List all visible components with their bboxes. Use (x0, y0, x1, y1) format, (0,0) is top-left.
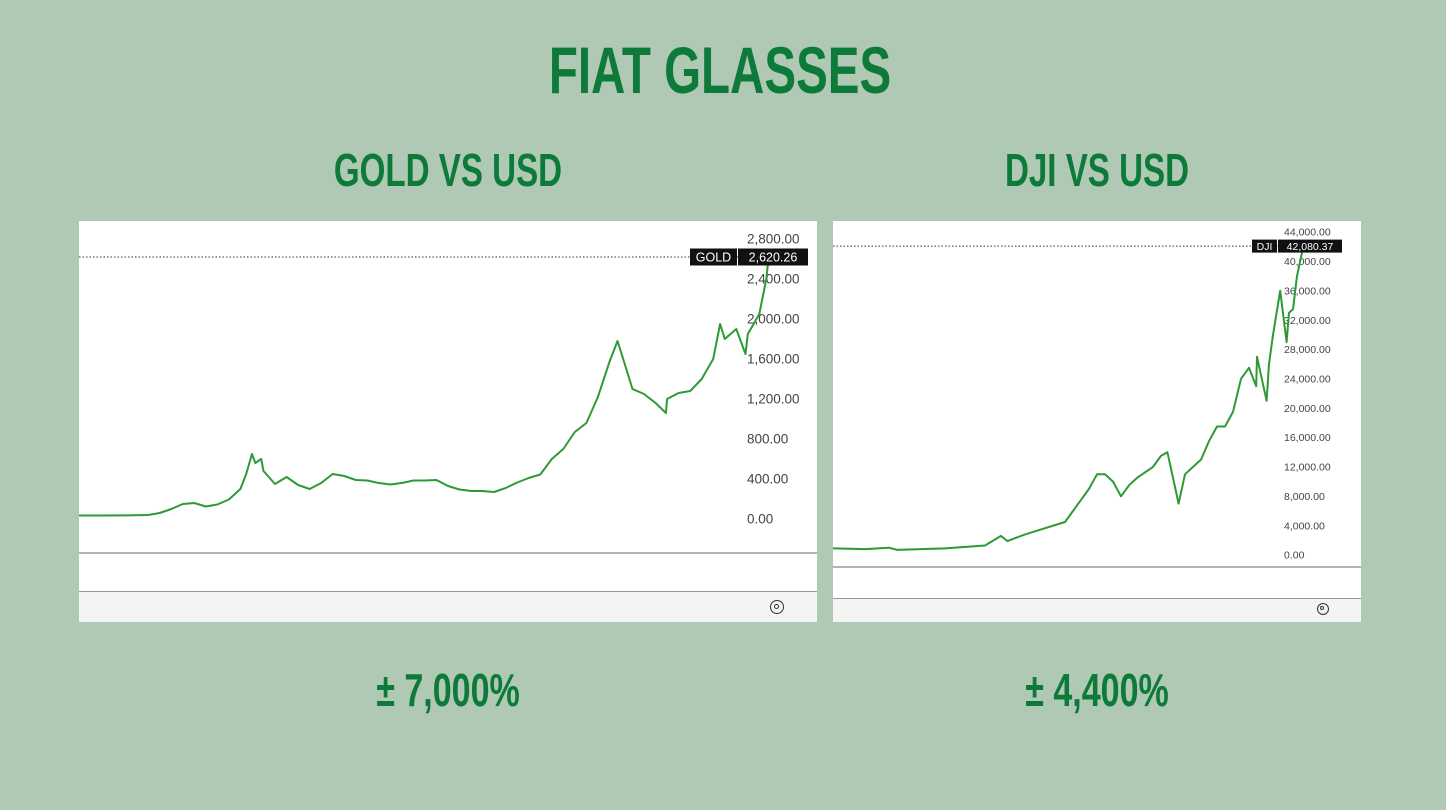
page-title: FIAT GLASSES (548, 33, 892, 107)
dji-chart-heading: DJI VS USD (1004, 144, 1190, 196)
gold-y-tick-label: 400.00 (747, 472, 788, 487)
gold-y-tick-label: 2,000.00 (747, 312, 800, 327)
dji-symbol-tag-bg (1252, 239, 1277, 253)
gold-series-line (79, 256, 770, 517)
gold-symbol-tag-bg (690, 248, 737, 266)
dji-y-tick-label: 28,000.00 (1284, 344, 1331, 356)
gold-time-axis-bar (79, 591, 817, 622)
dji-chart-svg[interactable]: 0.00 4,000.00 8,000.00 12,000.00 16,000.00 20… (833, 221, 1361, 621)
dji-time-axis-bar (833, 598, 1361, 622)
dji-chart-panel[interactable]: 0.00 4,000.00 8,000.00 12,000.00 16,000.00 20… (833, 221, 1361, 622)
gold-value-tag: 2,620.26 (749, 251, 798, 265)
gold-y-tick-label: 0.00 (747, 512, 773, 527)
gold-y-tick-label: 1,200.00 (747, 392, 800, 407)
dji-y-tick-label: 0.00 (1284, 550, 1305, 562)
gold-value-tag-bg (738, 248, 808, 266)
dji-y-tick-label: 24,000.00 (1284, 373, 1331, 385)
settings-icon[interactable] (770, 600, 784, 614)
gold-chart-svg[interactable]: 0.00 400.00 800.00 1,200.00 1,600.00 2,000.00… (79, 221, 817, 621)
gold-y-tick-label: 800.00 (747, 432, 788, 447)
dji-y-tick-label: 32,000.00 (1284, 315, 1331, 327)
dji-y-tick-label: 4,000.00 (1284, 520, 1325, 532)
gold-chart-heading: GOLD VS USD (333, 144, 563, 196)
dji-y-tick-label: 36,000.00 (1284, 285, 1331, 297)
gold-y-tick-label: 1,600.00 (747, 352, 800, 367)
dji-symbol-tag: DJI (1257, 241, 1273, 253)
gold-y-tick-label: 2,800.00 (747, 232, 800, 247)
dji-y-tick-label: 40,000.00 (1284, 256, 1331, 268)
gold-y-tick-label: 2,400.00 (747, 272, 800, 287)
dji-percent-change: ± 4,400% (1025, 664, 1169, 716)
dji-value-tag-bg (1278, 239, 1342, 253)
dji-y-tick-label: 20,000.00 (1284, 403, 1331, 415)
gold-percent-change: ± 7,000% (376, 664, 520, 716)
dji-value-tag: 42,080.37 (1287, 241, 1334, 253)
dji-series-line (833, 245, 1305, 551)
gold-symbol-tag: GOLD (696, 251, 731, 265)
dji-y-tick-label: 8,000.00 (1284, 491, 1325, 503)
dji-y-tick-label: 44,000.00 (1284, 227, 1331, 239)
dji-y-tick-label: 12,000.00 (1284, 462, 1331, 474)
settings-icon[interactable] (1317, 603, 1329, 615)
dji-y-tick-label: 16,000.00 (1284, 432, 1331, 444)
gold-chart-panel[interactable]: 0.00 400.00 800.00 1,200.00 1,600.00 2,000.00… (79, 221, 817, 622)
